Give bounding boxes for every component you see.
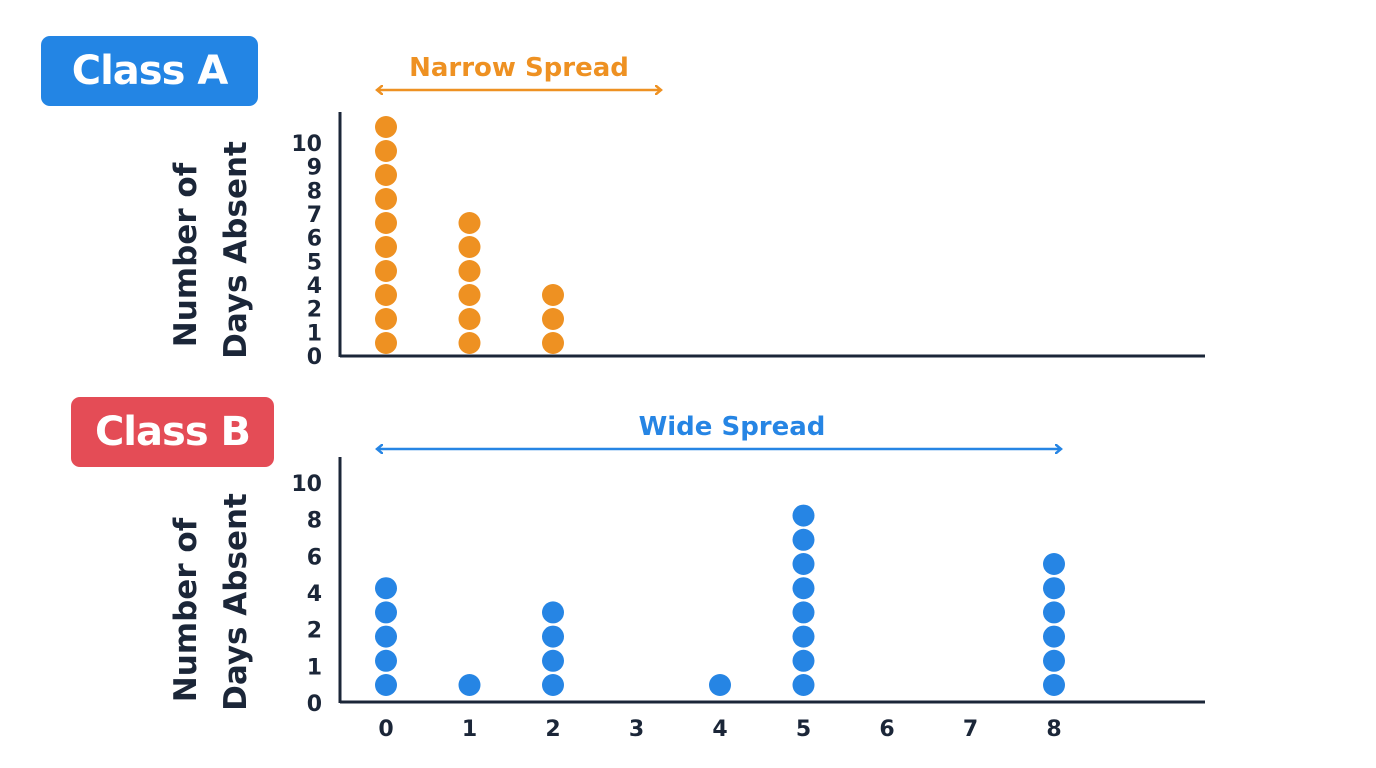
dot-x2-2 bbox=[542, 649, 564, 672]
dot-x0-4 bbox=[375, 260, 397, 282]
dot-x1-3 bbox=[458, 284, 481, 306]
dot-x0-1 bbox=[375, 674, 397, 696]
dot-x1-6 bbox=[458, 212, 481, 234]
dot-x8-3 bbox=[1043, 625, 1065, 648]
dot-x8-4 bbox=[1043, 601, 1065, 624]
dot-x0-10 bbox=[375, 116, 397, 138]
dot-x2-3 bbox=[542, 625, 564, 648]
dot-x1-4 bbox=[458, 260, 481, 282]
y-tick-label: 6 bbox=[307, 545, 322, 570]
dot-x0-7 bbox=[375, 188, 397, 210]
dot-x0-4 bbox=[375, 601, 397, 624]
dot-x4-1 bbox=[709, 674, 731, 696]
y-tick-label: 10 bbox=[291, 472, 322, 497]
class-a-spread-label: Narrow Spread bbox=[409, 53, 629, 83]
y-tick-label: 4 bbox=[307, 274, 322, 299]
dot-x8-1 bbox=[1043, 674, 1065, 696]
dot-x0-8 bbox=[375, 164, 397, 186]
class-b-spread-label: Wide Spread bbox=[639, 412, 826, 442]
y-tick-label: 1 bbox=[307, 655, 322, 680]
dot-x0-3 bbox=[375, 284, 397, 306]
dot-x0-3 bbox=[375, 625, 397, 648]
x-tick-label: 3 bbox=[629, 717, 644, 742]
dot-x5-6 bbox=[792, 553, 815, 575]
dot-x5-5 bbox=[792, 577, 815, 600]
y-tick-label: 10 bbox=[291, 132, 322, 157]
dot-x2-1 bbox=[542, 332, 564, 354]
dot-x8-5 bbox=[1043, 577, 1065, 600]
y-tick-label: 8 bbox=[307, 179, 322, 204]
dot-x5-8 bbox=[792, 504, 815, 527]
dot-x5-1 bbox=[792, 674, 815, 696]
x-tick-label: 1 bbox=[462, 717, 477, 742]
dot-x5-2 bbox=[792, 649, 815, 672]
y-tick-label: 1 bbox=[307, 321, 322, 346]
class-a-panel: Narrow Spread Number of Days Absent 0124… bbox=[168, 53, 1205, 370]
dot-x5-7 bbox=[792, 528, 815, 551]
y-tick-label: 0 bbox=[307, 345, 322, 370]
y-tick-label: 0 bbox=[307, 692, 322, 717]
y-tick-label: 8 bbox=[307, 509, 322, 534]
dot-x0-5 bbox=[375, 577, 397, 600]
x-tick-label: 8 bbox=[1046, 717, 1061, 742]
class-b-y-ticks: 0 1 2 4 6 8 10 bbox=[291, 472, 322, 717]
x-ticks: 0 1 2 3 4 5 6 7 8 bbox=[378, 717, 1061, 742]
class-a-ylabel-line1: Number of bbox=[168, 162, 204, 347]
class-b-dots bbox=[375, 504, 1065, 696]
dot-x0-5 bbox=[375, 236, 397, 258]
y-tick-label: 6 bbox=[307, 227, 322, 252]
class-b-ylabel-line2: Days Absent bbox=[218, 493, 254, 711]
y-tick-label: 7 bbox=[307, 203, 322, 228]
y-tick-label: 4 bbox=[307, 582, 322, 607]
dot-x2-4 bbox=[542, 601, 564, 624]
dot-x1-1 bbox=[458, 674, 481, 696]
class-b-badge: Class B bbox=[71, 397, 274, 467]
dot-x8-2 bbox=[1043, 649, 1065, 672]
dot-x0-6 bbox=[375, 212, 397, 234]
dot-x2-1 bbox=[542, 674, 564, 696]
x-tick-label: 5 bbox=[796, 717, 811, 742]
x-tick-label: 2 bbox=[545, 717, 560, 742]
class-a-badge: Class A bbox=[41, 36, 258, 106]
y-tick-label: 2 bbox=[307, 298, 322, 323]
dot-x0-2 bbox=[375, 649, 397, 672]
y-tick-label: 2 bbox=[307, 619, 322, 644]
x-tick-label: 0 bbox=[378, 717, 393, 742]
x-tick-label: 6 bbox=[879, 717, 894, 742]
dot-x1-5 bbox=[458, 236, 481, 258]
dot-x0-1 bbox=[375, 332, 397, 354]
x-tick-label: 4 bbox=[712, 717, 727, 742]
dot-x5-4 bbox=[792, 601, 815, 624]
dot-x1-2 bbox=[458, 308, 481, 330]
dot-x0-9 bbox=[375, 140, 397, 162]
y-tick-label: 9 bbox=[307, 156, 322, 181]
y-tick-label: 5 bbox=[307, 250, 322, 275]
dot-x2-3 bbox=[542, 284, 564, 306]
class-a-dots bbox=[375, 116, 564, 354]
x-tick-label: 7 bbox=[963, 717, 978, 742]
dot-x1-1 bbox=[458, 332, 481, 354]
class-b-ylabel-line1: Number of bbox=[168, 517, 204, 702]
dot-x5-3 bbox=[792, 625, 815, 648]
dot-x2-2 bbox=[542, 308, 564, 330]
class-a-ylabel-line2: Days Absent bbox=[218, 141, 254, 359]
dot-x8-6 bbox=[1043, 553, 1065, 575]
class-b-panel: Wide Spread Number of Days Absent 0 1 2 4 6 8… bbox=[168, 412, 1205, 742]
dot-x0-2 bbox=[375, 308, 397, 330]
